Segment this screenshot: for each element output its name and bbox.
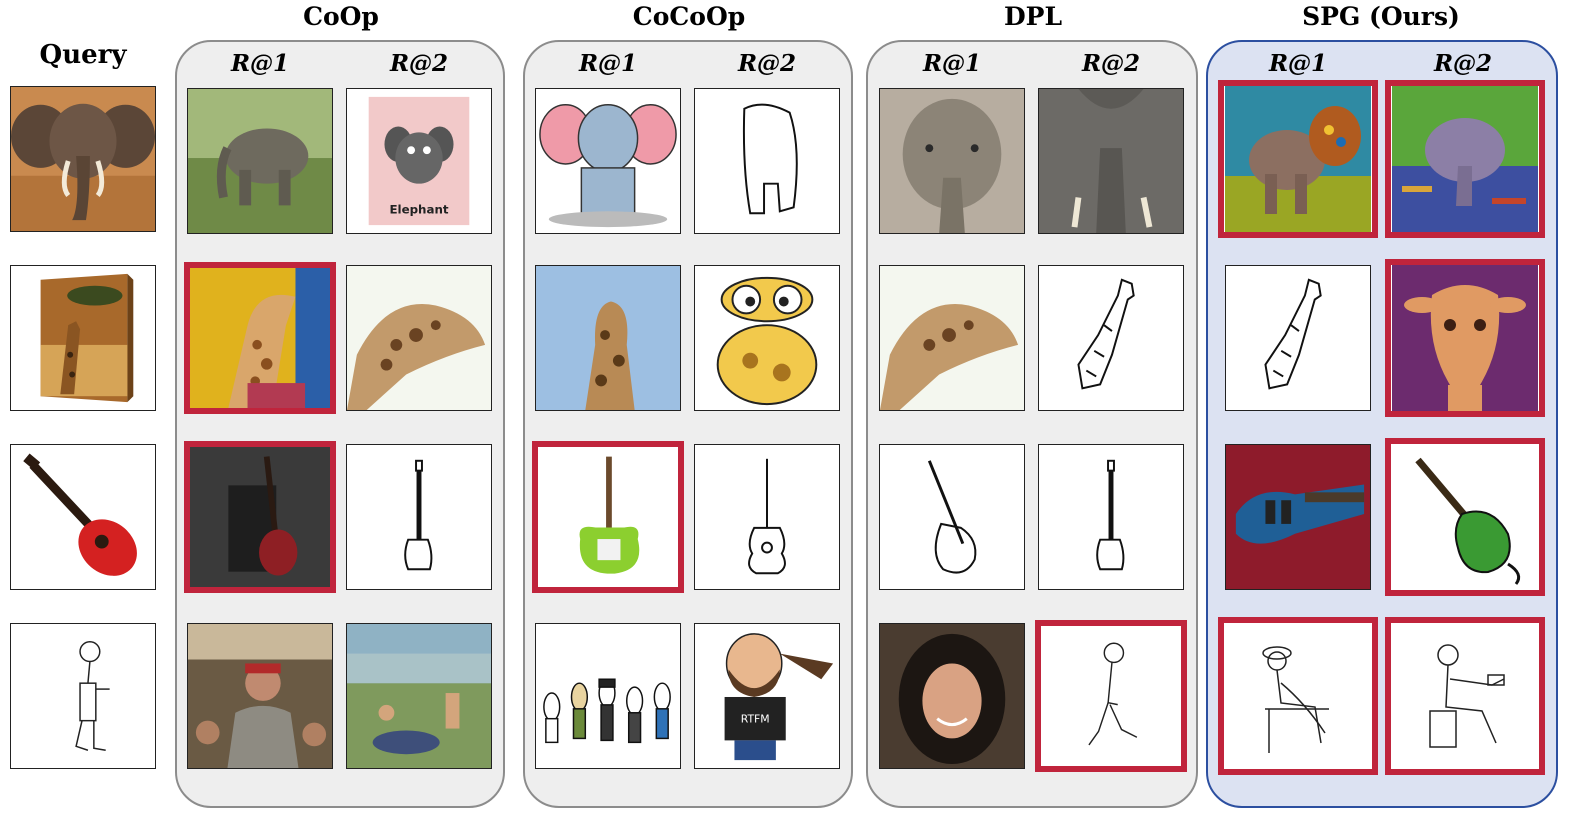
cocoop-row4-r1 <box>535 623 681 769</box>
spg-row3-r2 <box>1385 438 1545 596</box>
seated-person-sketch <box>1225 623 1371 769</box>
coop-row3-r2 <box>346 444 492 590</box>
method-title-cocoop: CoCoOp <box>632 2 746 31</box>
giraffe-head-photo <box>880 266 1024 410</box>
tshirt-text: RTFM <box>741 713 770 726</box>
dpl-r2-header: R@2 <box>1081 50 1141 77</box>
dpl-row1-r1 <box>879 88 1025 234</box>
spg-row4-r1 <box>1218 617 1378 775</box>
elephant-photo <box>188 89 332 233</box>
method-title-spg: SPG (Ours) <box>1302 2 1460 31</box>
spg-row1-r2 <box>1385 80 1545 238</box>
cocoop-row1-r1 <box>535 88 681 234</box>
green-bass-clipart <box>1392 444 1538 590</box>
cocoop-row4-r2: RTFM <box>694 623 840 769</box>
query-image-guitar <box>10 444 156 590</box>
woman-portrait-photo <box>880 624 1024 768</box>
blue-guitar-in-case-photo <box>1226 445 1370 589</box>
cocoop-row3-r2 <box>694 444 840 590</box>
spg-row3-r1 <box>1225 444 1371 590</box>
acoustic-guitar-sketch <box>880 445 1024 589</box>
coop-row1-r1 <box>187 88 333 234</box>
bass-guitar-sketch <box>347 445 491 589</box>
acoustic-guitar-sketch <box>695 445 839 589</box>
elephant-cartoon <box>536 89 680 233</box>
query-image-elephant <box>10 86 156 232</box>
query-image-sketch <box>10 623 156 769</box>
spg-row1-r1 <box>1218 80 1378 238</box>
elephant-painting-picture <box>11 87 155 231</box>
giraffe-canvas-picture <box>11 266 155 410</box>
spg-row2-r2 <box>1385 259 1545 417</box>
spg-row2-r1 <box>1225 265 1371 411</box>
bearded-man-cartoon: RTFM <box>695 624 839 768</box>
spg-row4-r2 <box>1385 617 1545 775</box>
dpl-row3-r1 <box>879 444 1025 590</box>
red-electric-guitar-render <box>190 447 330 587</box>
query-image-giraffe <box>10 265 156 411</box>
cocoop-row1-r2 <box>694 88 840 234</box>
elephant-painting-close <box>880 89 1024 233</box>
coop-row2-r1 <box>184 262 336 414</box>
coop-r2-header: R@2 <box>389 50 449 77</box>
spg-r1-header: R@1 <box>1268 50 1328 77</box>
coop-r1-header: R@1 <box>230 50 290 77</box>
dpl-row2-r1 <box>879 265 1025 411</box>
walking-person-sketch <box>1041 626 1181 766</box>
bathers-painting <box>347 624 491 768</box>
giraffe-sketch <box>1039 266 1183 410</box>
cocoop-r2-header: R@2 <box>737 50 797 77</box>
method-title-coop: CoOp <box>303 2 379 31</box>
elephant-photo-close <box>1039 89 1183 233</box>
dpl-r1-header: R@1 <box>922 50 982 77</box>
dpl-row4-r1 <box>879 623 1025 769</box>
method-title-dpl: DPL <box>1003 2 1063 31</box>
elephant-card-caption: Elephant <box>389 202 448 216</box>
elephant-in-water-painting <box>1392 86 1538 232</box>
cocoop-row3-r1 <box>532 441 684 593</box>
coop-row4-r2 <box>346 623 492 769</box>
man-in-subway-photo <box>188 624 332 768</box>
query-column-title: Query <box>39 40 127 70</box>
elephant-painter-painting <box>1225 86 1371 232</box>
giraffe-head-photo <box>347 266 491 410</box>
giraffe-painting-purple <box>1392 265 1538 411</box>
cartoon-people-group <box>536 624 680 768</box>
bass-guitar-sketch <box>1039 445 1183 589</box>
dpl-row4-r2 <box>1035 620 1187 772</box>
green-electric-guitar <box>538 447 678 587</box>
cocoop-r1-header: R@1 <box>578 50 638 77</box>
dpl-row1-r2 <box>1038 88 1184 234</box>
elephant-cartoon-card: Elephant <box>347 89 491 233</box>
giraffe-sketch <box>1226 266 1370 410</box>
red-guitar-picture <box>11 445 155 589</box>
coop-row2-r2 <box>346 265 492 411</box>
person-at-table-sketch <box>1392 623 1538 769</box>
coop-row4-r1 <box>187 623 333 769</box>
walking-person-sketch <box>11 624 155 768</box>
giraffe-smoking-painting <box>190 268 330 408</box>
giraffe-cartoon <box>695 266 839 410</box>
coop-row1-r2: Elephant <box>346 88 492 234</box>
cocoop-row2-r1 <box>535 265 681 411</box>
dpl-row3-r2 <box>1038 444 1184 590</box>
dpl-row2-r2 <box>1038 265 1184 411</box>
elephant-sketch <box>695 89 839 233</box>
spg-r2-header: R@2 <box>1433 50 1493 77</box>
cocoop-row2-r2 <box>694 265 840 411</box>
coop-row3-r1 <box>184 441 336 593</box>
giraffe-photo-sky <box>536 266 680 410</box>
